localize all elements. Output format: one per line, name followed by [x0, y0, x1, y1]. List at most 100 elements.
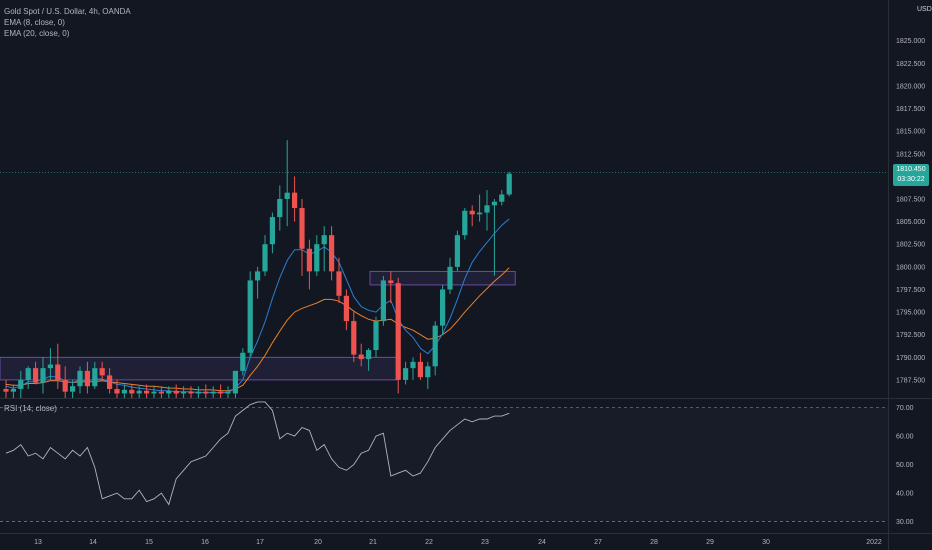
- candle-body: [55, 364, 61, 380]
- candle-body: [380, 280, 386, 322]
- candle-body: [277, 199, 283, 218]
- candle-body: [107, 375, 113, 389]
- candle-body: [10, 388, 16, 392]
- candle-body: [454, 235, 460, 267]
- time-tick-label: 27: [594, 539, 602, 546]
- bar-countdown: 03:30:22: [897, 176, 925, 183]
- time-tick-label: 15: [145, 539, 153, 546]
- candle-body: [388, 280, 394, 284]
- candle-body: [62, 379, 68, 392]
- time-tick-label: 14: [89, 539, 97, 546]
- rsi-tick-label: 50.00: [896, 462, 914, 469]
- candle-body: [314, 244, 320, 272]
- candle-body: [203, 391, 209, 394]
- candle-body: [181, 391, 187, 394]
- candle-body: [499, 194, 505, 202]
- time-tick-label: 13: [34, 539, 42, 546]
- candle-body: [351, 321, 357, 355]
- candle-body: [440, 289, 446, 326]
- candle-body: [136, 390, 142, 394]
- candle-body: [77, 370, 83, 387]
- candle-body: [506, 173, 512, 195]
- candle-body: [173, 390, 179, 394]
- price-tick-label: 1820.000: [896, 83, 925, 90]
- price-tick-label: 1815.000: [896, 129, 925, 136]
- candle-body: [240, 352, 246, 371]
- candle-body: [144, 390, 150, 394]
- time-tick-label: 30: [762, 539, 770, 546]
- candle-body: [25, 368, 31, 380]
- candle-body: [491, 201, 497, 206]
- candle-body: [151, 391, 157, 394]
- time-tick-label: 16: [201, 539, 209, 546]
- candle-body: [425, 366, 431, 378]
- candle-body: [410, 361, 416, 369]
- time-tick-label: 2022: [866, 539, 882, 546]
- time-tick-label: 17: [256, 539, 264, 546]
- candle-body: [477, 212, 483, 215]
- candle-body: [84, 370, 90, 387]
- price-tick-label: 1795.000: [896, 310, 925, 317]
- candle-body: [284, 192, 290, 199]
- price-tick-label: 1792.500: [896, 332, 925, 339]
- rsi-line: [5, 401, 510, 506]
- time-tick-label: 23: [481, 539, 489, 546]
- price-tick-label: 1812.500: [896, 151, 925, 158]
- rsi-tick-label: 30.00: [896, 519, 914, 526]
- candle-body: [432, 325, 438, 367]
- candle-body: [195, 391, 201, 394]
- candle-body: [40, 368, 46, 383]
- candle-body: [18, 379, 24, 389]
- candle-body: [403, 368, 409, 380]
- candle-body: [129, 389, 135, 394]
- ema8-legend: EMA (8, close, 0): [4, 18, 65, 27]
- last-price-badge: 1810.450 03:30:22: [893, 164, 929, 186]
- price-tick-label: 1825.000: [896, 38, 925, 45]
- candle-body: [70, 386, 76, 392]
- candle-body: [343, 295, 349, 322]
- candle-body: [366, 350, 372, 360]
- ema20-legend: EMA (20, close, 0): [4, 29, 70, 38]
- candle-body: [292, 192, 298, 209]
- candle-body: [218, 391, 224, 394]
- price-tick-label: 1790.000: [896, 355, 925, 362]
- candle-body: [166, 390, 172, 394]
- candle-body: [3, 388, 9, 392]
- time-tick-label: 22: [425, 539, 433, 546]
- currency-label[interactable]: USD: [917, 6, 932, 13]
- candle-body: [47, 364, 53, 369]
- candle-body: [395, 283, 401, 380]
- candle-body: [232, 370, 238, 394]
- candle-body: [299, 208, 305, 249]
- price-tick-label: 1797.500: [896, 287, 925, 294]
- candle-body: [484, 205, 490, 213]
- rsi-band-fill: [0, 407, 888, 522]
- price-tick-label: 1787.500: [896, 377, 925, 384]
- candle-body: [336, 271, 342, 296]
- candle-body: [121, 389, 127, 394]
- rsi-tick-label: 40.00: [896, 491, 914, 498]
- time-tick-label: 24: [538, 539, 546, 546]
- candle-body: [306, 248, 312, 272]
- candle-body: [373, 321, 379, 351]
- time-tick-label: 21: [369, 539, 377, 546]
- last-price-value: 1810.450: [896, 166, 926, 173]
- candle-body: [33, 368, 39, 383]
- candle-body: [269, 217, 275, 245]
- candle-body: [469, 210, 475, 215]
- candle-body: [262, 244, 268, 272]
- time-tick-label: 28: [650, 539, 658, 546]
- candle-body: [358, 354, 364, 360]
- rsi-tick-label: 60.00: [896, 434, 914, 441]
- candle-body: [158, 391, 164, 394]
- candle-body: [417, 361, 423, 378]
- price-tick-label: 1817.500: [896, 106, 925, 113]
- chart-title: Gold Spot / U.S. Dollar, 4h, OANDA: [4, 7, 131, 16]
- price-tick-label: 1822.500: [896, 61, 925, 68]
- candle-body: [188, 391, 194, 394]
- candle-body: [225, 391, 231, 394]
- candle-body: [447, 266, 453, 290]
- candle-body: [99, 368, 105, 376]
